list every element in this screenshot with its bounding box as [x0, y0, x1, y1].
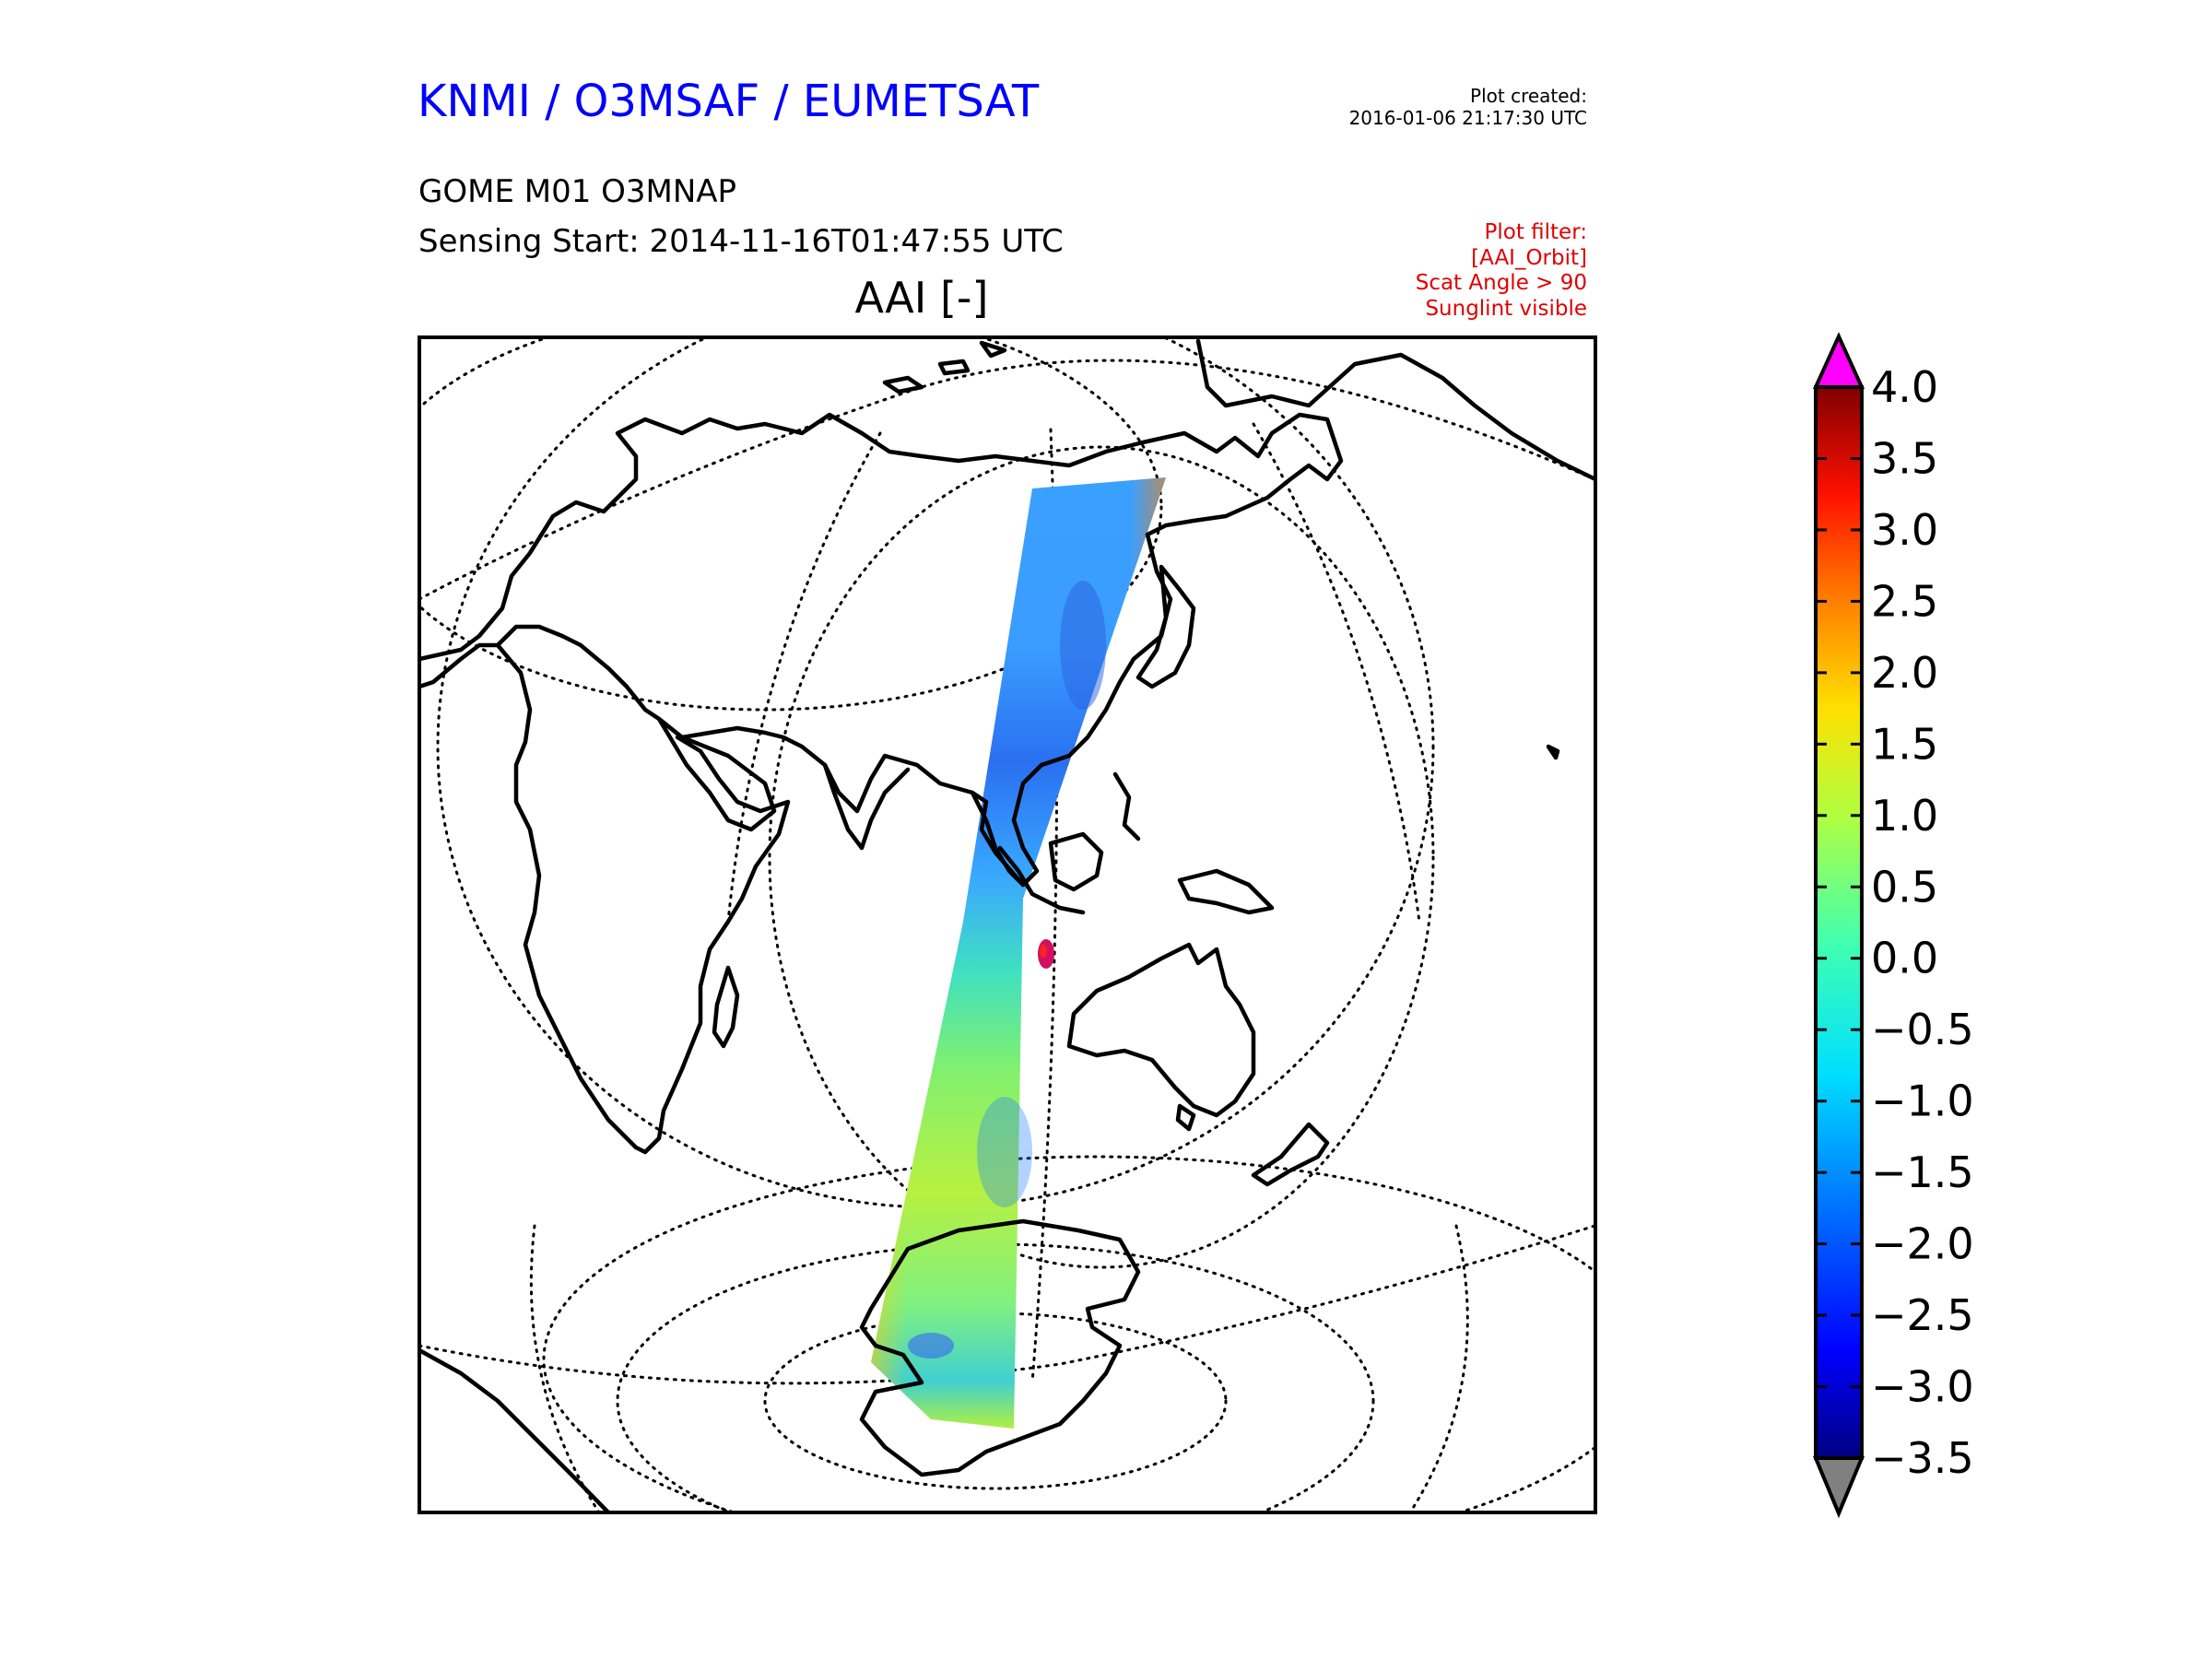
- product-name: GOME M01 O3MNAP: [418, 173, 737, 210]
- colorbar-tick-label: −2.0: [1871, 1219, 1974, 1269]
- colorbar-tick-label: 3.5: [1871, 433, 1938, 483]
- colorbar-tick-label: −3.5: [1871, 1433, 1974, 1483]
- colorbar-tick-label: 2.0: [1871, 648, 1938, 698]
- coastlines: [419, 338, 1595, 1512]
- tasmania-coast: [1175, 1103, 1196, 1132]
- colorbar-tick-label: −1.5: [1871, 1147, 1974, 1197]
- sensing-start: Sensing Start: 2014-11-16T01:47:55 UTC: [418, 223, 1064, 260]
- colorbar-tick-label: 3.0: [1871, 505, 1938, 555]
- sumatra-java-coast: [997, 845, 1086, 915]
- arabia-coast: [656, 716, 777, 832]
- plot-filter-line: Plot filter:: [1484, 220, 1587, 244]
- north-america-coast: [1195, 338, 1595, 482]
- colorbar-tick-label: −1.0: [1871, 1077, 1974, 1126]
- colorbar-tick-label: −2.5: [1871, 1290, 1974, 1340]
- new-guinea-coast: [1177, 868, 1275, 915]
- swath: [871, 477, 1166, 1429]
- colorbar-tick-label: 1.5: [1871, 719, 1938, 769]
- plot-filter-line: Scat Angle > 90: [1415, 271, 1587, 295]
- colorbar-tick-label: −0.5: [1871, 1005, 1974, 1054]
- plot-filter: Plot filter: [AAI_Orbit] Scat Angle > 90…: [1416, 220, 1587, 322]
- plot-filter-line: Sunglint visible: [1425, 296, 1587, 321]
- colorbar-tick-label: 1.0: [1871, 791, 1938, 841]
- colorbar-tick-label: 0.0: [1871, 934, 1938, 983]
- eurasia-coast: [419, 412, 1344, 888]
- colorbar-tick-label: 2.5: [1871, 576, 1938, 626]
- sea-peninsula: [970, 790, 1026, 888]
- plot-created: Plot created: 2016-01-06 21:17:30 UTC: [1349, 85, 1587, 129]
- antarctica-coast: [859, 1218, 1141, 1477]
- india-coast: [822, 762, 911, 851]
- colorbar-tick-label: 0.5: [1871, 862, 1938, 912]
- philippines-coast: [1112, 771, 1141, 841]
- colorbar-gradient: [1816, 387, 1862, 1458]
- colorbar-ticks: 4.0 3.5 3.0 2.5 2.0 1.5 1.0 0.5 0.0 −0.5 −1.0 −1.5 −…: [1816, 362, 1974, 1483]
- japan-coast: [1135, 564, 1196, 689]
- map-title: AAI [-]: [854, 273, 989, 323]
- africa-coast: [495, 642, 791, 1155]
- australia-coast: [1066, 942, 1256, 1118]
- new-zealand-coast: [1251, 1122, 1330, 1187]
- colorbar-tick-label: 4.0: [1871, 362, 1938, 412]
- plot-filter-line: [AAI_Orbit]: [1471, 245, 1587, 270]
- organisation-title: KNMI / O3MSAF / EUMETSAT: [418, 76, 1040, 127]
- plot-created-label: Plot created:: [1470, 85, 1587, 107]
- map-content: [419, 337, 1595, 1512]
- borneo-coast: [1048, 831, 1104, 892]
- colorbar-over-extend: [1812, 332, 1865, 389]
- madagascar-coast: [712, 965, 740, 1049]
- colorbar-under-extend: [1813, 1456, 1865, 1519]
- plot-created-time: 2016-01-06 21:17:30 UTC: [1348, 107, 1587, 129]
- map-frame: [418, 335, 1597, 1514]
- south-america-coast: [419, 1347, 611, 1512]
- colorbar-tick-label: −3.0: [1871, 1362, 1974, 1412]
